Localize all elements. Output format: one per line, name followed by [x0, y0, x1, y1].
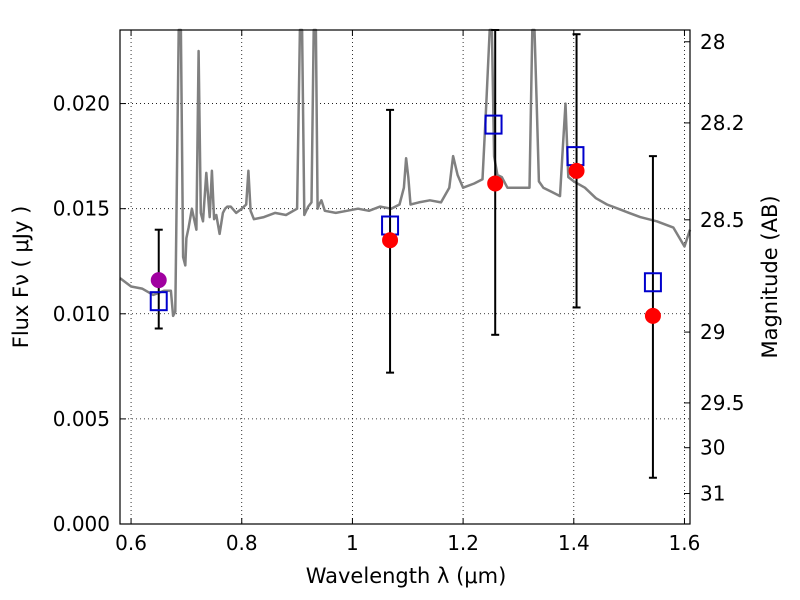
y2-tick-label: 30 — [700, 436, 725, 460]
x-tick-label: 0.8 — [226, 531, 258, 555]
x-tick-label: 1.2 — [447, 531, 479, 555]
observed-marker — [487, 175, 504, 192]
y-tick-label: 0.005 — [53, 407, 110, 431]
y-tick-label: 0.010 — [53, 302, 110, 326]
y2-tick-label: 29 — [700, 320, 725, 344]
axes — [119, 29, 691, 525]
y2-tick-label: 28.5 — [700, 208, 745, 232]
y2-axis-label: Magnitude (AB) — [758, 195, 782, 358]
error-bars — [154, 29, 657, 479]
tick-labels: 0.6 0.8 1 1.2 1.4 1.6 0.000 0.005 0.010 0.015 0.02… — [53, 30, 745, 555]
model-marker — [149, 291, 168, 312]
model-marker — [484, 114, 503, 135]
y-tick-label: 0.015 — [53, 197, 110, 221]
x-tick-label: 1.4 — [558, 531, 590, 555]
x-tick-label: 1 — [346, 531, 359, 555]
x-tick-label: 1.6 — [669, 531, 701, 555]
observed-marker — [382, 232, 399, 249]
observed-marker — [150, 272, 167, 289]
y-tick-label: 0.000 — [53, 512, 110, 536]
x-axis-label: Wavelength λ (μm) — [306, 564, 507, 588]
spectrum-polyline — [119, 28, 692, 318]
observed-marker — [568, 162, 585, 179]
y2-tick-label: 29.5 — [700, 391, 745, 415]
y-tick-label: 0.020 — [53, 92, 110, 116]
model-marker — [566, 146, 585, 167]
y2-tick-label: 28 — [700, 30, 725, 54]
model-points — [149, 114, 662, 312]
grid-lines — [120, 30, 690, 525]
plot-frame — [119, 29, 691, 525]
y2-tick-label: 31 — [700, 482, 725, 506]
observed-marker — [644, 307, 661, 324]
x-tick-label: 0.6 — [115, 531, 147, 555]
y2-tick-label: 28.2 — [700, 111, 745, 135]
spectrum-line — [119, 28, 692, 318]
y-axis-label: Flux Fν ( μJy ) — [9, 206, 33, 349]
model-marker — [643, 272, 662, 293]
observed-points — [150, 162, 661, 324]
